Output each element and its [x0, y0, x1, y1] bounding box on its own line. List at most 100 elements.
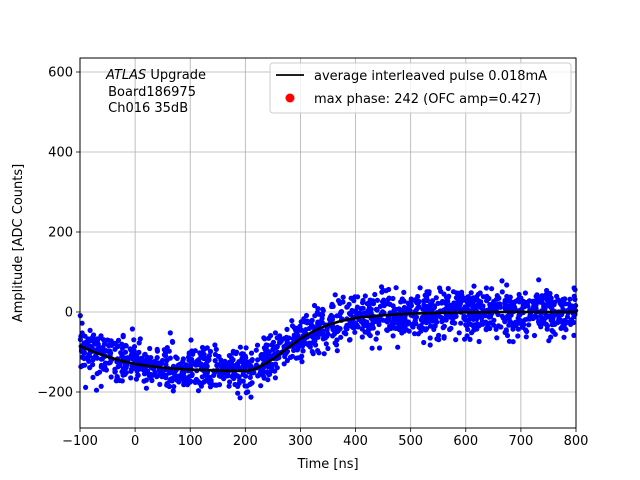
sample-point: [433, 295, 439, 301]
sample-point: [167, 330, 173, 336]
sample-point: [324, 327, 330, 334]
sample-point: [319, 320, 325, 326]
sample-point: [531, 332, 538, 339]
sample-point: [332, 292, 338, 298]
sample-point: [245, 389, 251, 395]
sample-point: [465, 326, 471, 332]
sample-point: [462, 336, 468, 342]
sample-point: [259, 354, 265, 360]
sample-point: [367, 333, 373, 339]
sample-point: [246, 359, 252, 365]
sample-point: [400, 318, 406, 324]
sample-point: [360, 300, 366, 306]
sample-point: [292, 335, 298, 341]
sample-point: [282, 353, 288, 360]
sample-point: [418, 317, 424, 323]
sample-point: [136, 340, 142, 346]
sample-point: [147, 345, 153, 352]
sample-point: [294, 325, 300, 331]
sample-point: [526, 322, 532, 328]
sample-point: [445, 285, 451, 292]
sample-point: [547, 299, 553, 305]
sample-point: [474, 323, 480, 329]
sample-point: [365, 327, 371, 333]
sample-point: [155, 360, 162, 366]
sample-point: [108, 374, 114, 380]
sample-point: [524, 299, 530, 305]
sample-point: [227, 379, 233, 385]
sample-point: [346, 310, 353, 317]
sample-point: [274, 335, 280, 341]
sample-point: [379, 299, 386, 305]
y-tick-label: 600: [48, 66, 73, 81]
sample-point: [547, 290, 553, 297]
sample-point: [119, 345, 125, 351]
scatter-series: [77, 277, 579, 401]
sample-point: [478, 299, 484, 305]
sample-point: [495, 295, 501, 301]
x-tick-label: 700: [508, 434, 533, 449]
x-tick-label: 800: [564, 434, 589, 449]
sample-point: [415, 305, 421, 311]
sample-point: [453, 303, 459, 309]
sample-point: [468, 290, 474, 296]
sample-point: [463, 322, 469, 328]
sample-point: [253, 347, 259, 353]
sample-point: [522, 304, 528, 310]
sample-point: [359, 334, 365, 340]
sample-point: [239, 356, 245, 362]
sample-point: [452, 320, 458, 326]
sample-point: [233, 364, 239, 370]
sample-point: [165, 382, 171, 388]
sample-point: [211, 372, 217, 378]
grid: [79, 58, 577, 428]
sample-point: [289, 323, 296, 329]
sample-point: [460, 307, 466, 313]
sample-point: [163, 372, 169, 378]
x-tick-label: 100: [178, 434, 203, 449]
sample-point: [171, 384, 177, 390]
sample-point: [564, 314, 571, 320]
sample-point: [506, 338, 512, 344]
legend-entry-max-phase: max phase: 242 (OFC amp=0.427): [314, 92, 541, 107]
sample-point: [557, 299, 563, 305]
sample-point: [355, 324, 361, 330]
sample-point: [499, 278, 505, 284]
x-tick-label: 0: [131, 434, 139, 449]
sample-point: [502, 305, 508, 311]
sample-point: [300, 348, 306, 354]
sample-point: [293, 355, 299, 361]
sample-point: [198, 361, 204, 367]
sample-point: [216, 382, 223, 388]
sample-point: [390, 333, 396, 339]
sample-point: [277, 340, 283, 346]
sample-point: [248, 394, 254, 400]
sample-point: [322, 333, 328, 340]
sample-point: [164, 345, 170, 351]
x-tick-label: 400: [343, 434, 368, 449]
sample-point: [98, 345, 104, 351]
sample-point: [101, 366, 107, 372]
sample-point: [468, 298, 474, 304]
sample-point: [515, 333, 521, 339]
sample-point: [195, 388, 202, 394]
sample-point: [412, 331, 418, 337]
sample-point: [572, 287, 578, 293]
sample-point: [527, 312, 533, 319]
sample-point: [343, 325, 349, 331]
sample-point: [465, 294, 471, 300]
sample-point: [206, 374, 212, 380]
sample-point: [123, 343, 129, 349]
sample-point: [136, 359, 142, 365]
sample-point: [254, 342, 261, 348]
sample-point: [187, 379, 193, 385]
sample-point: [120, 372, 126, 378]
sample-point: [91, 338, 98, 344]
sample-point: [123, 364, 129, 370]
sample-point: [170, 388, 176, 394]
sample-point: [567, 305, 573, 311]
sample-point: [378, 284, 385, 290]
sample-point: [128, 375, 134, 381]
sample-point: [82, 333, 88, 339]
